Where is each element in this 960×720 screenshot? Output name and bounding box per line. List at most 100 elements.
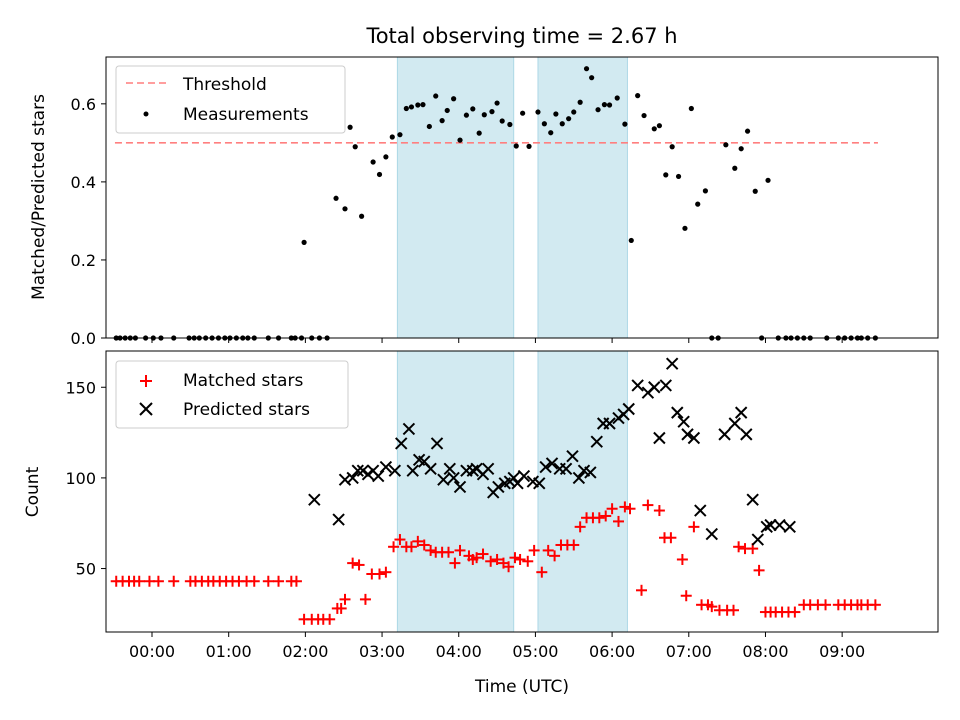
measurement-point	[513, 143, 519, 149]
predicted-star-point	[430, 437, 444, 450]
top-legend: Threshold Measurements	[115, 65, 346, 134]
measurement-point	[470, 106, 476, 112]
matched-star-point	[574, 521, 586, 533]
measurement-point	[635, 93, 641, 99]
matched-star-point	[335, 602, 347, 614]
measurement-point	[641, 112, 647, 119]
measurement-point	[571, 109, 577, 115]
measurement-point	[553, 111, 559, 117]
matched-star-point	[405, 541, 417, 553]
top-y-axis-label: Matched/Predicted stars	[29, 94, 49, 300]
predicted-star-point	[681, 428, 694, 441]
top-x-ticks	[151, 338, 843, 343]
matched-star-point	[152, 575, 164, 587]
measurement-point	[463, 112, 470, 118]
predicted-stars-points	[308, 357, 796, 546]
predicted-star-point	[437, 473, 450, 486]
predicted-star-point	[308, 493, 321, 506]
measurement-point	[370, 159, 376, 165]
predicted-star-point	[545, 457, 559, 470]
measurement-point	[577, 99, 583, 105]
measurement-point	[669, 144, 675, 150]
measurement-point	[403, 105, 409, 112]
legend-threshold-label: Threshold	[182, 75, 267, 95]
predicted-star-point	[507, 471, 520, 485]
matched-star-point	[443, 546, 455, 558]
predicted-star-point	[760, 520, 773, 534]
y-tick-label: 0.4	[71, 173, 96, 192]
predicted-star-point	[539, 460, 552, 474]
matched-star-point	[380, 566, 392, 578]
matched-star-point	[789, 606, 801, 618]
matched-star-point	[324, 613, 336, 625]
matched-star-point	[688, 521, 700, 533]
predicted-star-point	[559, 462, 573, 476]
predicted-star-point	[406, 464, 419, 477]
measurement-point	[589, 75, 595, 81]
measurement-point	[359, 213, 365, 219]
matched-star-point	[619, 501, 631, 513]
x-axis-label: Time (UTC)	[474, 677, 569, 697]
matched-star-point	[248, 575, 260, 587]
measurement-point	[347, 124, 353, 130]
matched-star-point	[491, 553, 503, 565]
predicted-star-point	[388, 464, 402, 477]
matched-star-point	[869, 599, 881, 611]
measurement-point	[457, 137, 463, 143]
matched-star-point	[665, 532, 677, 544]
matched-star-point	[425, 544, 437, 556]
measurement-point	[408, 104, 415, 110]
measurement-point	[548, 130, 554, 136]
x-tick-label: 07:00	[666, 642, 712, 661]
matched-star-point	[418, 539, 430, 551]
predicted-star-point	[533, 477, 546, 490]
predicted-star-point	[466, 464, 480, 477]
predicted-star-point	[332, 513, 345, 526]
matched-star-point	[568, 539, 580, 551]
top-legend-frame	[115, 65, 346, 134]
x-tick-label: 09:00	[819, 642, 865, 661]
matched-star-point	[477, 548, 489, 560]
measurement-point	[499, 118, 505, 124]
measurement-point	[675, 173, 682, 180]
predicted-star-point	[665, 357, 679, 370]
matched-star-point	[820, 599, 832, 611]
measurement-point	[744, 128, 751, 134]
predicted-star-point	[338, 473, 352, 486]
top-panel: 0.0 0.2 0.4 0.6 Total observing time = 2.67…	[29, 24, 939, 348]
measurement-point	[702, 188, 708, 194]
predicted-star-point	[492, 480, 505, 494]
top-shaded-intervals	[396, 56, 628, 339]
matched-star-point	[606, 503, 618, 515]
predicted-star-point	[622, 402, 635, 416]
predicted-star-point	[773, 518, 786, 532]
matched-star-point	[542, 544, 554, 556]
predicted-star-point	[603, 417, 616, 430]
predicted-star-point	[746, 493, 759, 506]
measurement-point	[595, 107, 601, 113]
measurement-point	[606, 102, 613, 108]
measurement-point	[535, 109, 541, 115]
matched-star-point	[485, 555, 497, 567]
matched-star-point	[449, 557, 461, 569]
predicted-star-point	[648, 381, 661, 394]
bottom-y-axis-label: Count	[23, 466, 43, 517]
measurement-point	[389, 134, 395, 140]
matched-star-point	[359, 593, 371, 605]
y-tick-label: 0.6	[71, 95, 96, 114]
x-tick-label: 00:00	[129, 642, 175, 661]
predicted-star-point	[572, 471, 586, 485]
predicted-star-point	[718, 428, 731, 441]
matched-star-point	[168, 575, 180, 587]
predicted-star-point	[481, 462, 495, 476]
predicted-star-point	[653, 431, 666, 445]
predicted-star-point	[584, 466, 597, 479]
chart-title: Total observing time = 2.67 h	[365, 24, 677, 48]
measurement-point	[559, 121, 565, 127]
y-tick-label: 50	[76, 560, 96, 579]
measurement-point	[451, 96, 457, 102]
predicted-star-point	[566, 449, 579, 463]
measurement-point	[415, 102, 421, 108]
matched-star-point	[612, 515, 624, 527]
matched-star-point	[676, 553, 688, 565]
